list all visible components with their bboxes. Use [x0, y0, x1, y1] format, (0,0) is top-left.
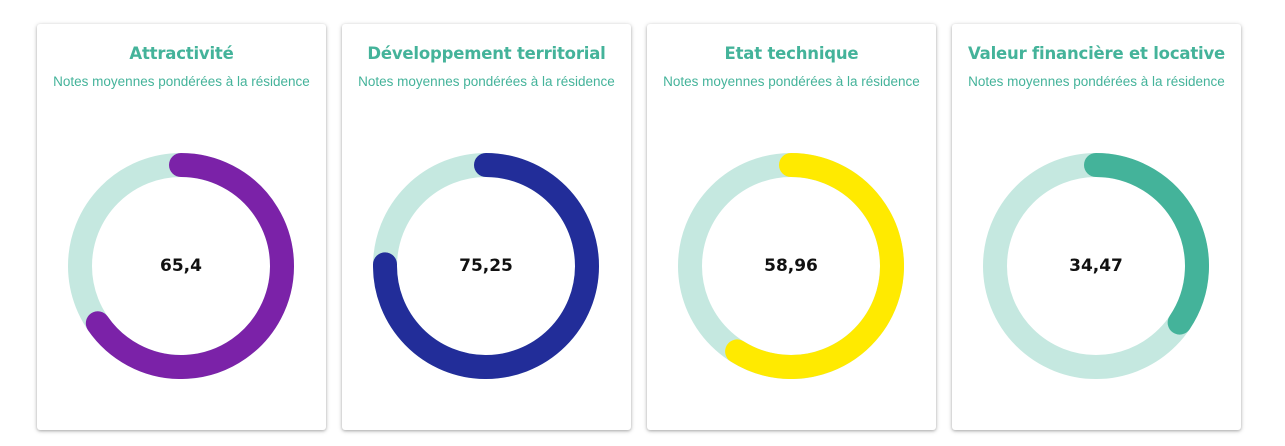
donut-value: 34,47: [1069, 256, 1123, 276]
card-developpement-territorial: Développement territorial Notes moyennes…: [342, 24, 631, 430]
donut-arc: [85, 153, 294, 379]
card-subtitle: Notes moyennes pondérées à la résidence: [663, 74, 920, 89]
card-subtitle: Notes moyennes pondérées à la résidence: [53, 74, 310, 89]
donut-value: 65,4: [160, 256, 202, 276]
card-title: Attractivité: [129, 44, 234, 63]
donut-chart: 65,4: [68, 153, 294, 379]
donut-arc: [1084, 153, 1209, 335]
donut-chart: 75,25: [373, 153, 599, 379]
donut-arc: [373, 153, 599, 379]
card-subtitle: Notes moyennes pondérées à la résidence: [968, 74, 1225, 89]
donut-chart: 34,47: [983, 153, 1209, 379]
card-subtitle: Notes moyennes pondérées à la résidence: [358, 74, 615, 89]
donut-value: 75,25: [459, 256, 513, 276]
card-valeur-financiere: Valeur financière et locative Notes moye…: [952, 24, 1241, 430]
donut-chart: 58,96: [678, 153, 904, 379]
card-etat-technique: Etat technique Notes moyennes pondérées …: [647, 24, 936, 430]
donut-arc: [725, 153, 904, 379]
card-title: Etat technique: [724, 44, 859, 63]
donut-value: 58,96: [764, 256, 818, 276]
card-title: Valeur financière et locative: [967, 44, 1226, 63]
card-attractivite: Attractivité Notes moyennes pondérées à …: [37, 24, 326, 430]
card-title: Développement territorial: [367, 44, 606, 63]
